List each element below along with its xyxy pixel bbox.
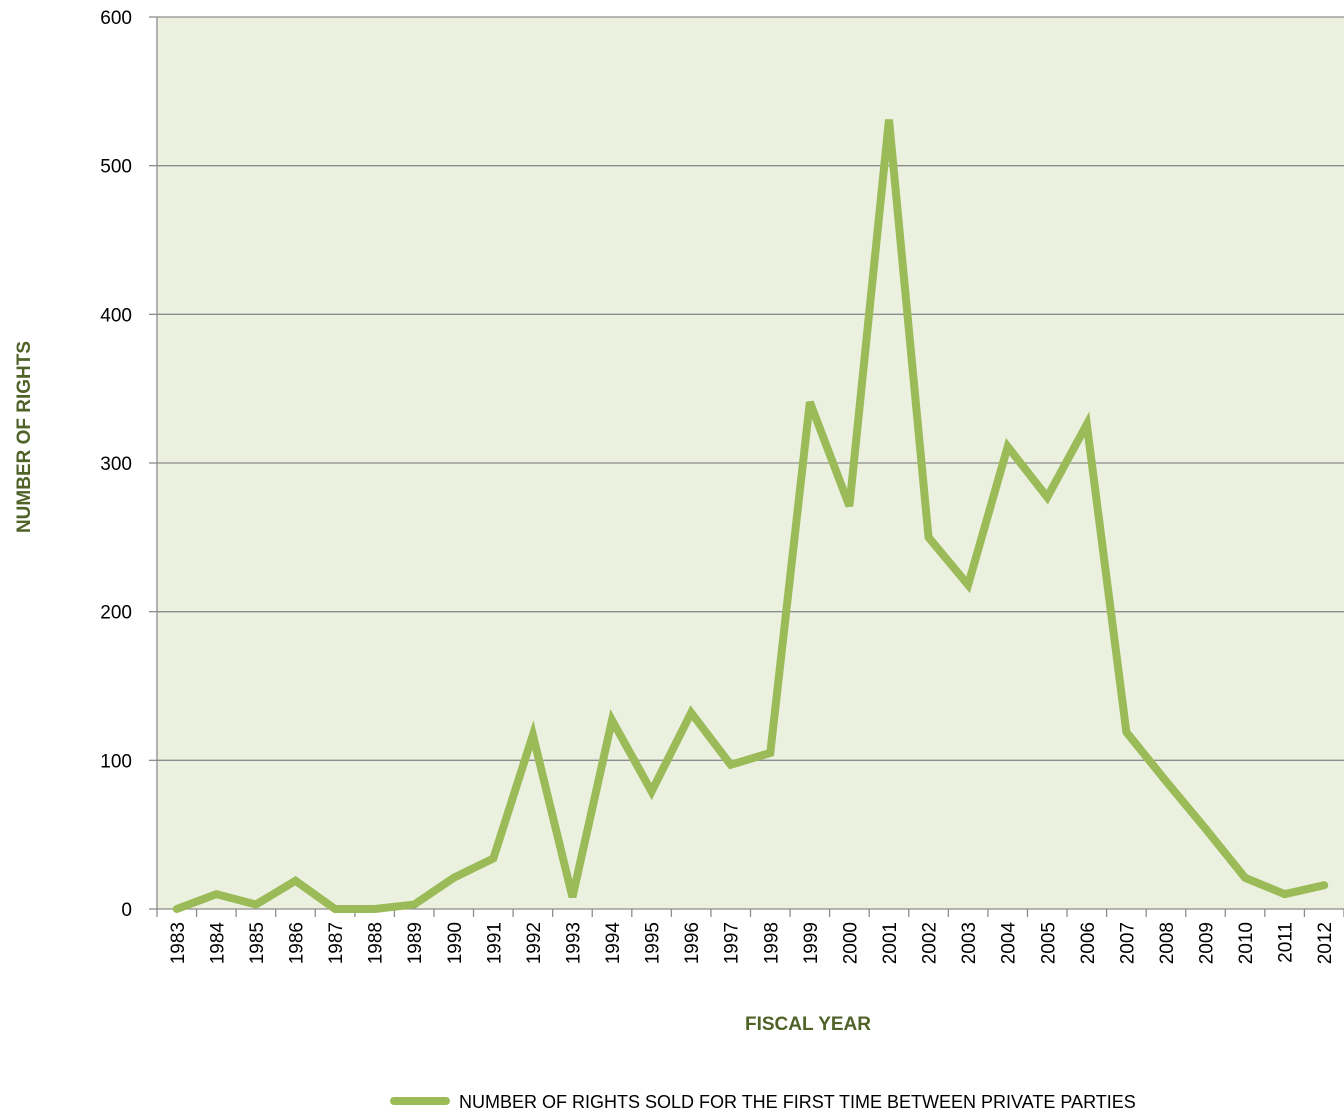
x-tick-label: 1986: [286, 922, 307, 964]
x-tick-label: 2011: [1276, 922, 1297, 963]
x-tick-label: 1992: [524, 922, 545, 964]
x-tick-label: 2005: [1038, 922, 1059, 964]
x-tick-label: 2012: [1315, 922, 1336, 964]
x-tick-label: 1998: [761, 922, 782, 964]
x-tick-label: 1985: [247, 922, 268, 964]
x-tick-label: 1995: [643, 922, 664, 964]
y-tick-label: 500: [100, 157, 132, 178]
x-tick-label: 1999: [801, 922, 822, 964]
x-tick-label: 2010: [1236, 922, 1257, 964]
x-tick-label: 2002: [920, 922, 941, 964]
x-tick-label: 1994: [603, 922, 624, 965]
x-tick-label: 1983: [168, 922, 189, 964]
y-tick-label: 400: [100, 305, 132, 326]
x-tick-label: 1989: [405, 922, 426, 964]
x-tick-label: 1990: [445, 922, 466, 964]
x-tick-label: 2006: [1078, 922, 1099, 964]
x-tick-label: 2009: [1197, 922, 1218, 964]
x-tick-label: 1997: [722, 922, 743, 964]
x-tick-label: 1984: [207, 922, 228, 965]
y-tick-label: 600: [100, 8, 132, 29]
y-tick-label: 200: [100, 603, 132, 624]
x-tick-label: 2008: [1157, 922, 1178, 964]
x-tick-label: 2001: [880, 922, 901, 964]
x-tick-label: 2000: [840, 922, 861, 964]
legend-label: NUMBER OF RIGHTS SOLD FOR THE FIRST TIME…: [459, 1092, 1136, 1112]
y-tick-label: 300: [100, 454, 132, 475]
x-tick-label: 1993: [563, 922, 584, 964]
x-tick-label: 1996: [682, 922, 703, 964]
y-tick-label: 0: [121, 900, 132, 921]
y-axis-title: NUMBER OF RIGHTS: [14, 341, 35, 533]
x-tick-label: 1988: [366, 922, 387, 964]
x-tick-label: 2003: [959, 922, 980, 964]
series-line: [172, 119, 1329, 913]
y-tick-label: 100: [100, 751, 132, 772]
x-tick-label: 1991: [484, 922, 505, 964]
x-tick-label: 2004: [999, 922, 1020, 965]
x-tick-label: 2007: [1117, 922, 1138, 964]
x-tick-label: 1987: [326, 922, 347, 964]
x-axis-title: FISCAL YEAR: [745, 1014, 871, 1035]
